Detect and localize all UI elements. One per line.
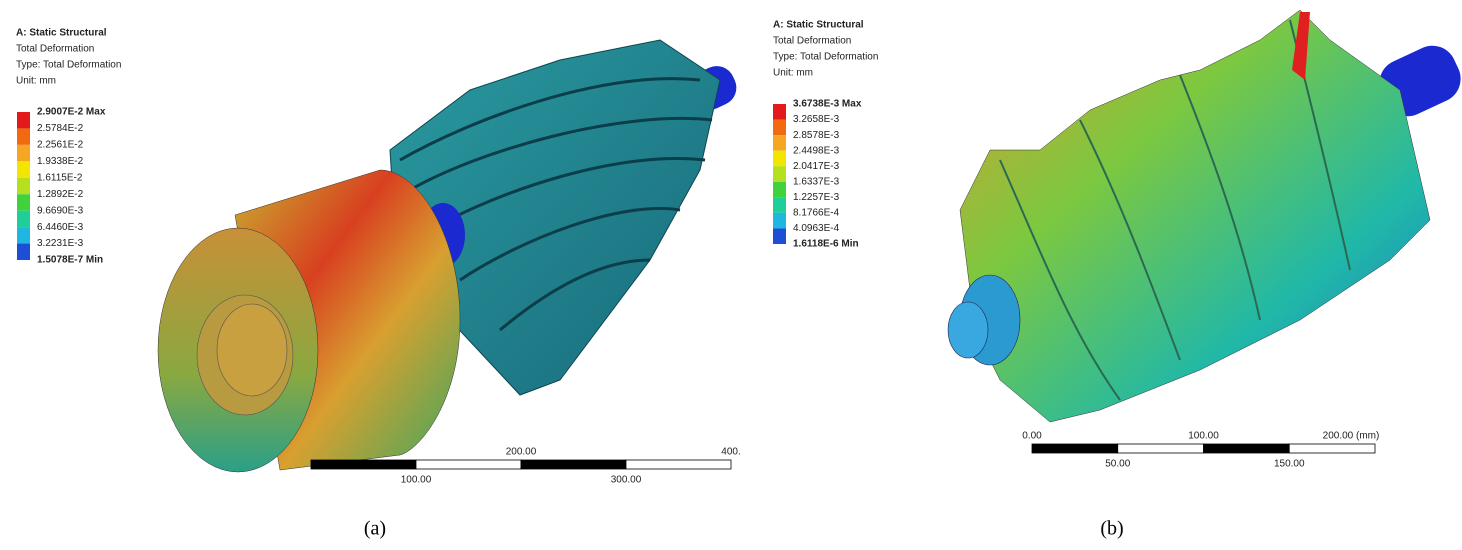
legend-swatch — [17, 194, 30, 211]
legend-swatch — [17, 243, 30, 260]
caption: (b) — [1100, 518, 1123, 540]
legend-header: A: Static Structural — [16, 28, 107, 39]
caption: (a) — [364, 518, 386, 540]
legend-header: Total Deformation — [16, 44, 94, 55]
legend-swatch — [17, 210, 30, 228]
legend-swatch — [17, 112, 30, 129]
legend-swatch — [17, 177, 30, 195]
legend-label: 2.2561E-2 — [37, 140, 84, 151]
legend-label: 1.6118E-6 Min — [793, 239, 859, 250]
legend-label: 1.6115E-2 — [37, 172, 83, 183]
legend-label: 1.5078E-7 Min — [37, 255, 103, 266]
scale-label: 50.00 — [1105, 459, 1130, 470]
scale-label: 0.00 — [1022, 431, 1042, 442]
scale-bar-segment — [1288, 443, 1376, 454]
legend-swatch — [773, 104, 786, 120]
legend-label: 6.4460E-3 — [37, 222, 84, 233]
legend-label: 4.0963E-4 — [793, 223, 840, 234]
legend-label: 2.5784E-2 — [37, 123, 84, 134]
legend-label: 1.2892E-2 — [37, 189, 84, 200]
scale-label: 100.00 — [401, 475, 432, 486]
legend-swatch — [773, 197, 786, 213]
legend-swatch — [17, 144, 30, 162]
scale-label: 400. — [721, 447, 740, 458]
legend-header: Type: Total Deformation — [16, 60, 121, 71]
legend-swatch — [17, 161, 30, 178]
scale-bar-segment — [625, 459, 732, 470]
legend-label: 9.6690E-3 — [37, 205, 84, 216]
legend-label: 1.9338E-2 — [37, 156, 84, 167]
legend-header: Unit: mm — [16, 76, 56, 87]
legend-label: 2.9007E-2 Max — [37, 107, 106, 118]
scale-bar-segment — [1203, 443, 1290, 454]
scale-bar-segment — [1031, 443, 1119, 454]
scale-label: 300.00 — [611, 475, 642, 486]
legend-swatch — [773, 150, 786, 167]
legend-label: 2.0417E-3 — [793, 161, 840, 172]
scale-label: 100.00 — [1188, 431, 1219, 442]
scale-bar-segment — [415, 459, 522, 470]
legend-swatch — [773, 166, 786, 182]
scale-label: 150.00 — [1274, 459, 1305, 470]
legend-swatch — [17, 128, 30, 145]
legend-swatch — [17, 227, 30, 244]
scale-bar-segment — [520, 459, 627, 470]
legend-label: 1.2257E-3 — [793, 192, 840, 203]
legend-swatch — [773, 119, 786, 136]
scale-label: 200.00 (mm) — [1323, 431, 1380, 442]
scale-bar-segment — [1117, 443, 1204, 454]
legend-label: 3.2231E-3 — [37, 238, 84, 249]
legend-swatch — [773, 135, 786, 151]
legend-label: 2.8578E-3 — [793, 130, 840, 141]
legend-label: 3.2658E-3 — [793, 114, 840, 125]
legend-header: Type: Total Deformation — [773, 52, 878, 63]
legend-swatch — [773, 212, 786, 229]
scale-bar-segment — [310, 459, 417, 470]
legend-header: Unit: mm — [773, 68, 813, 79]
legend-swatch — [773, 228, 786, 244]
model-a — [157, 39, 737, 473]
model-b — [947, 9, 1461, 423]
legend-header: Total Deformation — [773, 36, 851, 47]
legend-label: 8.1766E-4 — [793, 208, 840, 219]
legend-label: 1.6337E-3 — [793, 176, 840, 187]
legend-label: 3.6738E-3 Max — [793, 99, 862, 110]
legend-label: 2.4498E-3 — [793, 145, 840, 156]
scale-label: 200.00 — [506, 447, 537, 458]
legend-header: A: Static Structural — [773, 20, 864, 31]
legend-swatch — [773, 181, 786, 198]
